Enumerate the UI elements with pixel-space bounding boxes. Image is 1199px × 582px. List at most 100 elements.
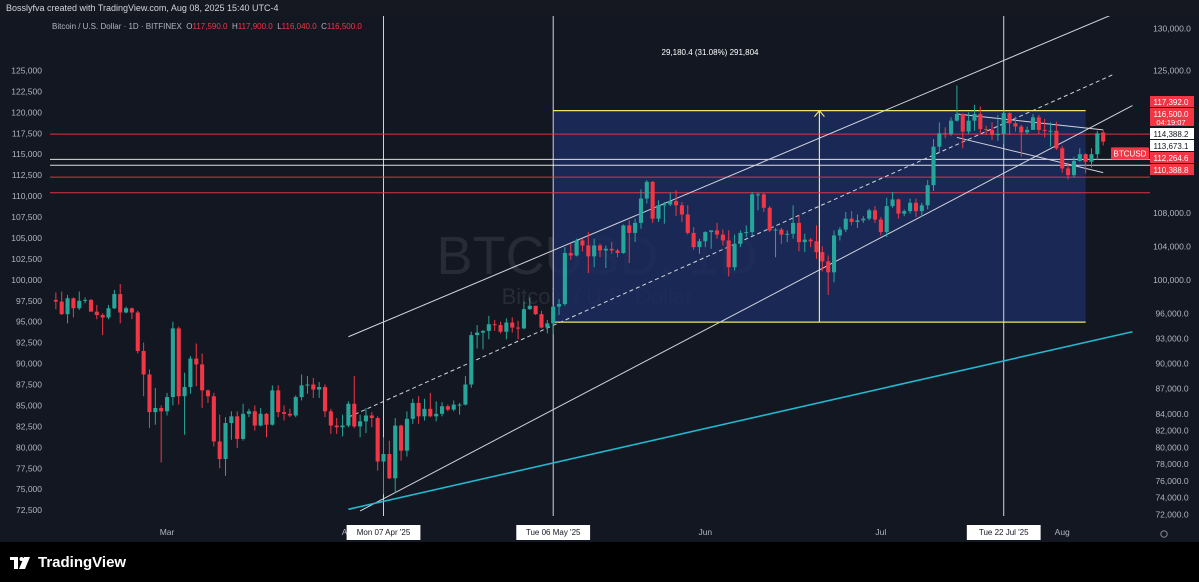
candle-body — [779, 229, 784, 235]
candle-body — [738, 232, 743, 244]
candle-body — [100, 314, 105, 318]
candle-body — [375, 418, 380, 462]
candle-body — [188, 358, 193, 388]
candle-body — [750, 194, 755, 233]
candle-body — [94, 311, 99, 315]
gear-ring — [1160, 530, 1168, 538]
candle-body — [352, 403, 357, 427]
candle-body — [1089, 154, 1094, 162]
candle-body — [662, 204, 667, 206]
candle-body — [592, 245, 597, 257]
candle-body — [913, 202, 919, 212]
candle-body — [229, 416, 234, 424]
tradingview-brand: TradingView — [38, 554, 127, 571]
candle-body — [118, 294, 123, 313]
candle-body — [755, 194, 761, 196]
candle-body — [252, 411, 257, 426]
candle-body — [814, 241, 819, 253]
candle-body — [615, 250, 620, 254]
right-axis-tick-label: 80,000.0 — [1155, 442, 1188, 452]
candle-body — [1042, 129, 1047, 131]
candle-body — [521, 309, 526, 329]
candle-body — [241, 413, 246, 439]
candle-body — [796, 222, 801, 243]
candle-body — [205, 390, 211, 397]
high-label: H — [231, 22, 238, 31]
candle-body — [399, 425, 404, 451]
price-tag-bg — [1150, 96, 1194, 107]
candle-body — [791, 222, 796, 234]
candle-body — [539, 314, 544, 328]
candle-body — [469, 335, 474, 385]
price-tag-value: 110,388.8 — [1154, 166, 1190, 175]
candle-body — [978, 113, 983, 130]
candle-body — [457, 404, 462, 406]
candle-body — [580, 240, 585, 246]
right-axis[interactable]: 72,000.0 74,000.0 76,000.0 78,000.0 80,000.0… — [1111, 16, 1199, 538]
settings-gear-icon[interactable] — [1160, 530, 1168, 538]
candle-body — [902, 211, 907, 214]
candle-body — [603, 248, 608, 251]
price-tag-bg — [1150, 140, 1194, 151]
tradingview-logo[interactable]: TradingView — [10, 554, 126, 571]
candle-body — [170, 328, 175, 398]
time-marker-tag-bg — [346, 525, 421, 540]
candle-body — [1001, 113, 1006, 135]
candle-body — [972, 113, 977, 121]
vertical-markers-layer — [383, 16, 1005, 516]
candle-body — [650, 181, 655, 219]
candle-body — [562, 253, 567, 305]
price-chart-svg[interactable]: BTCUSD, 1D Bitcoin / U.S. Dollar 72,5007… — [0, 13, 1199, 542]
candle-body — [235, 416, 240, 439]
candle-body — [416, 402, 421, 417]
candle-body — [861, 218, 866, 221]
candle-body — [83, 299, 88, 301]
chart-area[interactable]: BTCUSD, 1D Bitcoin / U.S. Dollar 72,5007… — [0, 13, 1199, 542]
horizontal-levels-layer — [50, 133, 1150, 194]
candle-body — [451, 404, 456, 410]
measure-label-layer: 29,180.4 (31.08%) 291,804 — [658, 45, 762, 59]
candle-body — [311, 384, 316, 390]
candle-body — [317, 387, 322, 390]
right-axis-tick-label: 100,000.0 — [1153, 275, 1191, 285]
candle-body — [533, 305, 538, 315]
flag-lower-line — [956, 136, 1104, 174]
candle-body — [586, 245, 591, 257]
candle-body — [1083, 154, 1088, 162]
candle-body — [358, 421, 363, 427]
candle-body — [281, 412, 287, 414]
candle-body — [322, 387, 328, 412]
right-axis-bg — [1150, 16, 1199, 516]
candle-body — [925, 185, 930, 206]
time-marker-tag-bg — [516, 525, 591, 540]
left-axis-tick-label: 82,500 — [16, 421, 42, 431]
left-axis-tick-label: 75,000 — [16, 484, 42, 494]
right-axis-tick-label: 82,000.0 — [1155, 426, 1188, 436]
right-axis-tick-label: 87,000.0 — [1155, 384, 1188, 394]
candle-body — [808, 239, 813, 242]
candle-body — [703, 232, 708, 242]
channel-upper-line — [348, 13, 1116, 338]
candle-body — [954, 113, 959, 121]
candle-body — [545, 323, 550, 328]
candle-body — [393, 425, 398, 479]
candle-body — [164, 397, 170, 412]
candle-body — [989, 129, 995, 135]
candle-body — [486, 324, 491, 331]
candle-body — [381, 454, 386, 462]
left-axis-tick-label: 92,500 — [16, 338, 42, 348]
candle-body — [574, 240, 579, 256]
candle-body — [896, 199, 901, 214]
candle-body — [498, 325, 503, 332]
candle-body — [305, 384, 310, 386]
candle-body — [1013, 123, 1018, 127]
low-label: L — [277, 22, 282, 31]
candle-body — [773, 229, 778, 231]
candle-body — [691, 232, 696, 248]
measure-arrow-head — [813, 109, 825, 118]
candle-body — [714, 230, 720, 235]
candle-body — [867, 210, 872, 219]
candle-body — [1048, 130, 1053, 132]
left-axis-tick-label: 100,000 — [11, 275, 42, 285]
